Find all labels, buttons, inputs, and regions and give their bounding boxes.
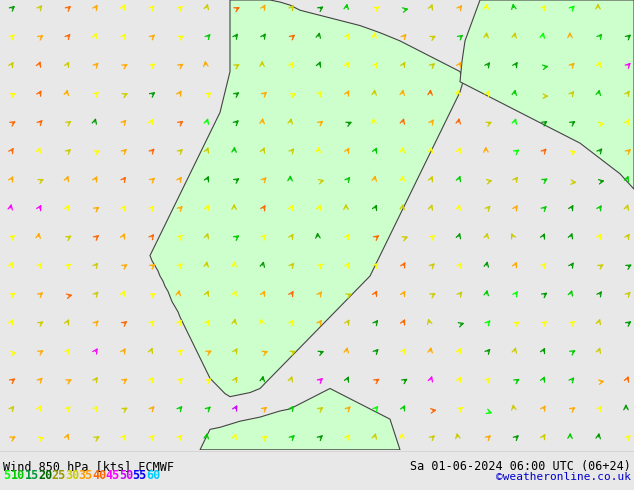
Text: 20: 20 — [38, 469, 52, 482]
Text: 35: 35 — [79, 469, 93, 482]
Text: 25: 25 — [51, 469, 66, 482]
Text: Sa 01-06-2024 06:00 UTC (06+24): Sa 01-06-2024 06:00 UTC (06+24) — [410, 460, 631, 473]
Text: 15: 15 — [25, 469, 39, 482]
Text: 45: 45 — [105, 469, 120, 482]
Text: 40: 40 — [92, 469, 107, 482]
Polygon shape — [150, 0, 463, 397]
Text: 50: 50 — [119, 469, 133, 482]
Text: 55: 55 — [133, 469, 146, 482]
Text: 5: 5 — [3, 469, 10, 482]
Text: 60: 60 — [146, 469, 160, 482]
Text: Wind 850 hPa [kts] ECMWF: Wind 850 hPa [kts] ECMWF — [3, 460, 174, 473]
Text: 30: 30 — [65, 469, 79, 482]
Text: 10: 10 — [11, 469, 25, 482]
Text: ©weatheronline.co.uk: ©weatheronline.co.uk — [496, 472, 631, 482]
Polygon shape — [460, 0, 634, 189]
Polygon shape — [200, 389, 400, 450]
